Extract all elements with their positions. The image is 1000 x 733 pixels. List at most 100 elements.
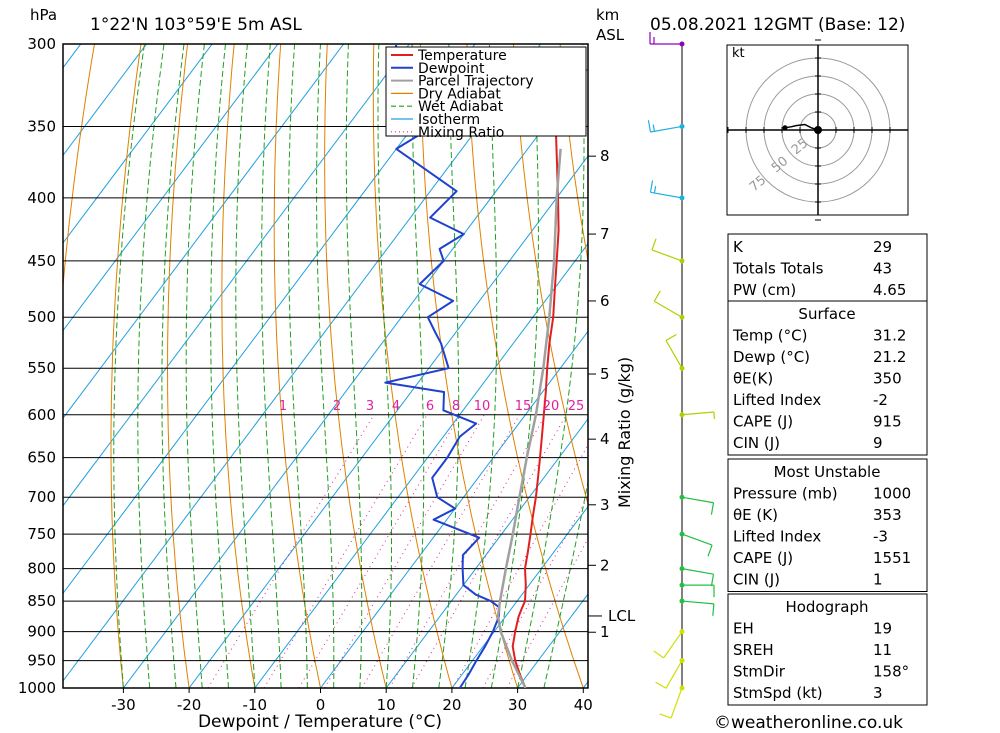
legend-label: Mixing Ratio [418,125,504,141]
index-table-title: Hodograph [785,598,868,616]
wind-barb-flag [651,238,657,251]
wind-barb [679,582,715,598]
index-row-value: 1000 [873,485,911,503]
pressure-tick-label: 800 [27,560,56,578]
index-row-label: CAPE (J) [733,413,793,431]
mixing-ratio-label: 20 [543,399,560,414]
pressure-tick-label: 350 [27,117,56,135]
wet-adiabat-line [288,44,308,688]
series-line-parcel-trajectory [496,148,562,688]
wind-barb-dot [679,258,685,264]
isotherm-line [63,44,213,244]
pressure-tick-label: 750 [27,525,56,543]
wind-barb [651,238,685,264]
dry-adiabat-line [63,44,96,291]
index-row-value: 3 [873,684,883,702]
index-row-label: K [733,238,744,256]
wind-barb-dot [679,123,685,129]
wind-barb-shaft [663,631,683,659]
wet-adiabat-line [185,44,205,688]
wind-barb [679,494,715,515]
index-row-label: PW (cm) [733,281,796,299]
location-title: 1°22'N 103°59'E 5m ASL [90,15,302,35]
wind-barb-dot [679,566,685,572]
x-tick-label: 20 [442,696,461,714]
mixing-ratio-label: 25 [568,399,585,414]
pressure-tick-label: 950 [27,652,56,670]
series-line-temperature [511,133,560,688]
dry-adiabat-line [221,44,256,688]
wind-barb [679,411,716,419]
wind-barb-dot [679,582,685,588]
isotherm-line [63,44,82,69]
plot-border [62,43,589,689]
wind-barb-dot [679,412,685,418]
legend-label: Dry Adiabat [418,86,501,102]
wind-barb-flag [712,603,715,616]
pressure-tick-label: 450 [27,252,56,270]
wet-adiabat-line [161,44,185,688]
wind-barb-shaft [681,533,713,546]
isotherm-line [385,418,588,688]
wind-barb [679,531,713,557]
index-row-value: 9 [873,434,883,452]
mixing-ratio-label: 1 [279,399,287,414]
legend-label: Wet Adiabat [418,99,504,115]
index-tables: K 29 Totals Totals 43 PW (cm) 4.65 Surface Temp… [727,233,928,706]
index-row-label: StmDir [733,663,786,681]
legend-label: Temperature [417,48,507,64]
km-tick-label: 2 [600,556,610,574]
wet-adiabat-line [235,44,256,688]
index-row-label: SREH [733,641,774,659]
mixing-ratio-label: 8 [452,399,460,414]
index-row-value: 11 [873,641,892,659]
wind-barb-dot [679,531,685,537]
index-row-value: -3 [873,528,888,546]
wind-barb-dot [679,41,685,47]
wind-barb [679,566,715,587]
index-row-label: CIN (J) [733,571,780,589]
pressure-tick-label: 550 [27,359,56,377]
km-tick-label: 8 [600,147,610,165]
wet-adiabat-line [261,44,282,688]
pressure-tick-label: 850 [27,592,56,610]
wind-barb [659,685,685,719]
wind-barb-dot [679,629,685,635]
mixing-ratio-label: 10 [474,399,491,414]
wind-barb [655,658,685,689]
pressure-tick-label: 300 [27,35,56,53]
index-row-value: 31.2 [873,327,906,345]
index-row-value: 915 [873,413,902,431]
wet-adiabat-line [137,44,165,688]
wind-barb [649,180,685,201]
dry-adiabat-line [466,44,584,688]
wind-barb [649,32,685,47]
wind-barb [653,290,685,320]
x-tick-label: 10 [377,696,396,714]
wind-barb-flag [710,574,715,587]
index-row-label: CAPE (J) [733,549,793,567]
wind-barb-dot [679,598,685,604]
index-row-value: 1551 [873,549,911,567]
mixing-ratio-label: 2 [333,399,341,414]
wind-barb-flag [652,124,656,132]
hodograph-point [782,125,788,131]
dry-adiabat-line [512,44,588,506]
index-row-value: 353 [873,506,902,524]
wind-barb-column [647,32,716,719]
km-tick-label: 3 [600,496,610,514]
datetime-title: 05.08.2021 12GMT (Base: 12) [650,15,905,35]
index-row-value: 4.65 [873,281,906,299]
mixing-ratio-line [263,414,428,688]
index-row-label: Lifted Index [733,391,821,409]
pressure-tick-label: 600 [27,406,56,424]
index-table-most-unstable: Most Unstable Pressure (mb) 1000 θE (K) 353 L… [727,458,928,592]
index-row-value: 350 [873,370,902,388]
mixing-ratio-axis-title: Mixing Ratio (g/kg) [615,357,634,508]
wind-barb [679,598,715,616]
index-table-box [727,300,928,456]
index-table-title: Surface [798,305,855,323]
index-row-value: 43 [873,260,892,278]
wind-barb-flag [653,290,661,302]
